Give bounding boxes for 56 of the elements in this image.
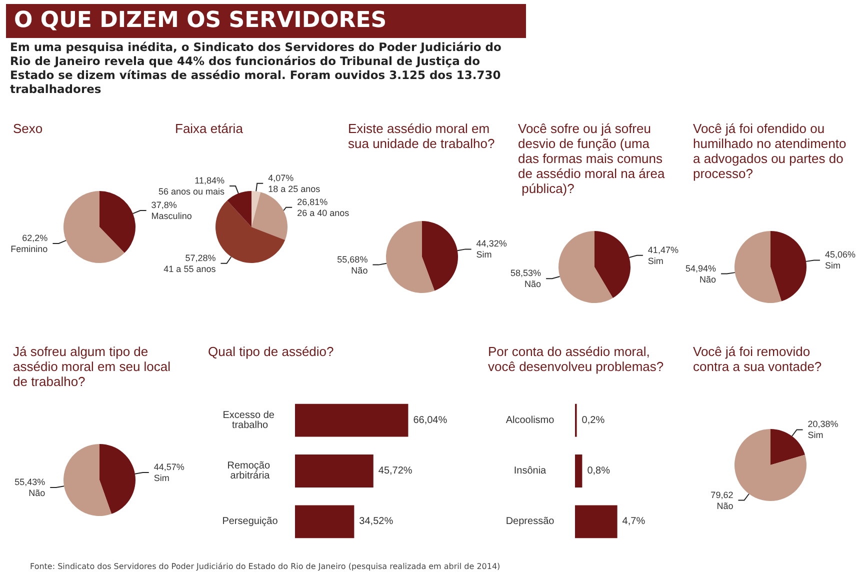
- y-tick-label: Insônia: [514, 466, 547, 476]
- chart-title: Você já foi removido contra a sua vontade?: [693, 344, 822, 374]
- data-label: 26,81%: [297, 196, 328, 207]
- data-label: 55,68%: [337, 254, 368, 264]
- data-label: 37,8%: [151, 200, 177, 210]
- slice-label: Não: [716, 500, 734, 511]
- y-tick-label: Remoção arbitrária: [227, 460, 273, 482]
- data-label: 0,2%: [582, 414, 605, 426]
- data-label: 44,57%: [154, 462, 184, 472]
- y-tick-label: Depressão: [506, 516, 555, 528]
- y-tick-label: Excesso de trabalho: [222, 410, 278, 431]
- data-label: 11,84%: [194, 176, 225, 186]
- chart-title: Sexo: [13, 121, 43, 136]
- chart-title: Existe assédio moral em sua unidade de trabalho?: [348, 121, 495, 151]
- data-label: 55,43%: [14, 476, 46, 487]
- chart-title: Por conta do assédio moral, você desenvolveu problemas?: [488, 344, 664, 374]
- data-label: 58,53%: [510, 268, 542, 278]
- slice-label: Não: [351, 265, 368, 276]
- slice-label: 56 anos ou mais: [158, 186, 226, 197]
- chart-title: Qual tipo de assédio?: [208, 344, 334, 359]
- data-label: 45,06%: [824, 250, 856, 260]
- data-label: 34,52%: [359, 516, 394, 528]
- text: Em uma pesquisa inédita, o Sindicato dos Servidores do Poder Judiciário do Rio de Janeiro revela que 44% dos funcionários do Tribunal de Justiça do Estado se dizem vítimas de assédio moral. Foram ouvidos 3.125 dos 13.730 trabalhadores: [10, 40, 502, 96]
- y-tick-label: Alcoolismo: [506, 414, 555, 426]
- slice-label: Sim: [808, 430, 824, 440]
- y-tick-label: Perseguição: [222, 516, 278, 528]
- data-label: 4,7%: [622, 516, 646, 528]
- slice-label: Sim: [824, 260, 840, 271]
- data-label: 4,07%: [268, 172, 294, 183]
- data-label: 79,62: [710, 490, 734, 500]
- data-label: 54,94%: [686, 263, 716, 274]
- data-label: 66,04%: [413, 414, 448, 426]
- data-label: 44,32%: [476, 238, 507, 249]
- slice-label: Sim: [476, 250, 492, 260]
- slice-label: Sim: [648, 256, 664, 266]
- chart-title: Já sofreu algum tipo de assédio moral em seu local de trabalho?: [13, 344, 174, 389]
- slice-label: Não: [28, 488, 46, 498]
- data-label: 0,8%: [587, 466, 610, 476]
- slice-label: 26 a 40 anos: [297, 208, 350, 218]
- slice-label: Não: [700, 274, 716, 284]
- source-note: Fonte: Sindicato dos Servidores do Poder Judiciário do Estado do Rio de Janeiro (pesquisa realizada em abril de 2014): [30, 562, 500, 571]
- data-label: 41,47%: [648, 244, 678, 255]
- slice-label: 41 a 55 anos: [164, 264, 216, 274]
- data-label: 20,38%: [808, 419, 838, 430]
- slice-label: Não: [524, 279, 542, 290]
- slice-label: Masculino: [151, 211, 192, 222]
- slice-label: 18 a 25 anos: [268, 184, 321, 194]
- slice-label: Sim: [154, 473, 170, 484]
- data-label: 62,2%: [22, 232, 48, 243]
- chart-title: Você sofre ou já sofreu desvio de função (uma das formas mais comuns de assédio moral na área pública)?: [518, 121, 666, 196]
- text: O QUE DIZEM OS SERVIDORES: [6, 4, 526, 38]
- slice-label: Feminino: [10, 244, 48, 254]
- chart-title: Você já foi ofendido ou humilhado no atendimento a advogados ou partes do processo?: [693, 121, 850, 181]
- data-label: 57,28%: [185, 252, 216, 263]
- data-label: 45,72%: [378, 466, 412, 476]
- chart-title: Faixa etária: [175, 121, 244, 136]
